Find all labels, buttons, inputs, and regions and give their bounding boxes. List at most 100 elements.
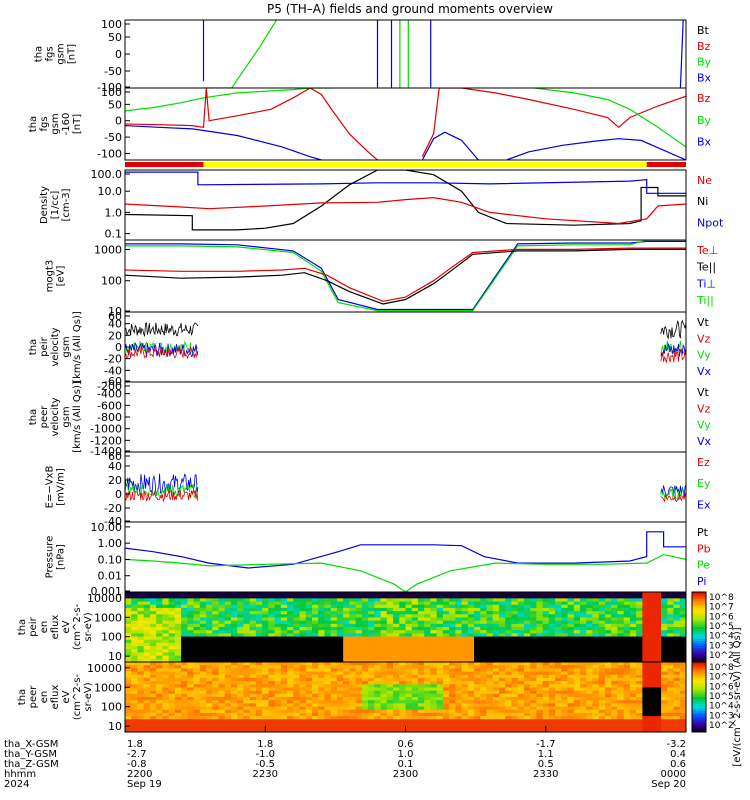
heatmap-cell [542, 684, 550, 688]
heatmap-cell [143, 712, 151, 717]
heatmap-cell [149, 652, 157, 657]
heatmap-cell [461, 646, 469, 650]
heatmap-cell [604, 614, 612, 618]
heatmap-cell [268, 655, 275, 660]
heatmap-cell [162, 614, 170, 618]
heatmap-cell [187, 712, 194, 717]
heatmap-cell [243, 665, 251, 669]
heatmap-cell [137, 636, 145, 641]
heatmap-cell [206, 617, 213, 622]
heatmap-cell [125, 690, 132, 695]
heatmap-cell [168, 604, 176, 609]
heatmap-cell [299, 611, 307, 615]
heatmap-cell [137, 681, 145, 685]
heatmap-cell [648, 658, 656, 662]
heatmap-cell [393, 687, 400, 692]
heatmap-cell [399, 712, 406, 717]
heatmap-cell [137, 712, 145, 717]
heatmap-cell [629, 684, 637, 688]
heatmap-cell [374, 668, 381, 672]
heatmap-cell [573, 630, 581, 634]
heatmap-cell [386, 630, 394, 634]
heatmap-cell [511, 668, 519, 672]
heatmap-cell [511, 595, 519, 599]
footer-value: -1.7 [536, 739, 556, 750]
heatmap-cell [530, 614, 537, 618]
colorbar-tick-label: 10^7 [709, 673, 734, 683]
series-line [679, 20, 684, 88]
heatmap-cell [548, 703, 556, 707]
heatmap-cell [673, 716, 681, 720]
heatmap-cell [149, 601, 157, 606]
heatmap-cell [224, 604, 232, 609]
heatmap-cell [274, 607, 282, 612]
heatmap-cell [206, 592, 213, 596]
heatmap-cell [349, 668, 357, 672]
colorbar-segment [692, 697, 706, 700]
heatmap-cell [436, 652, 444, 657]
heatmap-cell [442, 681, 450, 685]
heatmap-cell [174, 649, 182, 653]
heatmap-cell [449, 592, 456, 596]
heatmap-cell [274, 614, 282, 618]
heatmap-cell [143, 617, 151, 622]
heatmap-cell [168, 662, 176, 666]
heatmap-cell [461, 665, 469, 669]
heatmap-cell [181, 617, 188, 622]
heatmap-cell [355, 677, 363, 682]
heatmap-cell [592, 630, 600, 634]
heatmap-cell [661, 719, 668, 723]
heatmap-cell [299, 671, 307, 676]
heatmap-cell [206, 700, 213, 704]
heatmap-cell [424, 614, 431, 618]
heatmap-cell [436, 671, 444, 676]
heatmap-cell [318, 620, 325, 625]
plot-area [125, 531, 686, 592]
heatmap-cell [661, 598, 668, 602]
heatmap-cell [312, 607, 319, 612]
heatmap-cell [598, 697, 606, 701]
heatmap-cell [368, 697, 375, 701]
heatmap-cell [237, 642, 244, 647]
heatmap-cell [442, 646, 450, 650]
y-axis-label-line: eflux [50, 615, 61, 640]
heatmap-cell [374, 681, 381, 685]
heatmap-cell [224, 642, 232, 647]
heatmap-cell [393, 649, 400, 653]
heatmap-cell [417, 684, 425, 688]
heatmap-cell [648, 601, 656, 606]
heatmap-cell [324, 655, 332, 660]
heatmap-cell [648, 627, 656, 631]
heatmap-cell [255, 665, 263, 669]
heatmap-cell [673, 614, 681, 618]
heatmap-cell [636, 633, 643, 637]
heatmap-cell [131, 601, 138, 606]
heatmap-cell [131, 611, 138, 615]
heatmap-cell [517, 617, 525, 622]
heatmap-cell [349, 617, 357, 622]
heatmap-cell [199, 668, 207, 672]
heatmap-cell [355, 604, 363, 609]
heatmap-cell [255, 636, 263, 641]
heatmap-cell [162, 703, 170, 707]
heatmap-cell [255, 649, 263, 653]
heatmap-cell [268, 604, 275, 609]
heatmap-cell [573, 617, 581, 622]
heatmap-cell [368, 709, 375, 714]
heatmap-cell [573, 636, 581, 641]
heatmap-cell [386, 709, 394, 714]
heatmap-cell [486, 598, 494, 602]
heatmap-cell [243, 725, 251, 730]
legend-entry: Vx [697, 365, 712, 378]
heatmap-cell [162, 722, 170, 727]
heatmap-cell [661, 595, 668, 599]
heatmap-cell [399, 607, 406, 612]
heatmap-cell [137, 649, 145, 653]
heatmap-cell [318, 722, 325, 727]
heatmap-cell [312, 601, 319, 606]
legend-entry: Ti|| [696, 294, 714, 307]
heatmap-cell [424, 658, 431, 662]
colorbar-segment [692, 711, 706, 714]
heatmap-cell [174, 697, 182, 701]
heatmap-cell [567, 595, 575, 599]
